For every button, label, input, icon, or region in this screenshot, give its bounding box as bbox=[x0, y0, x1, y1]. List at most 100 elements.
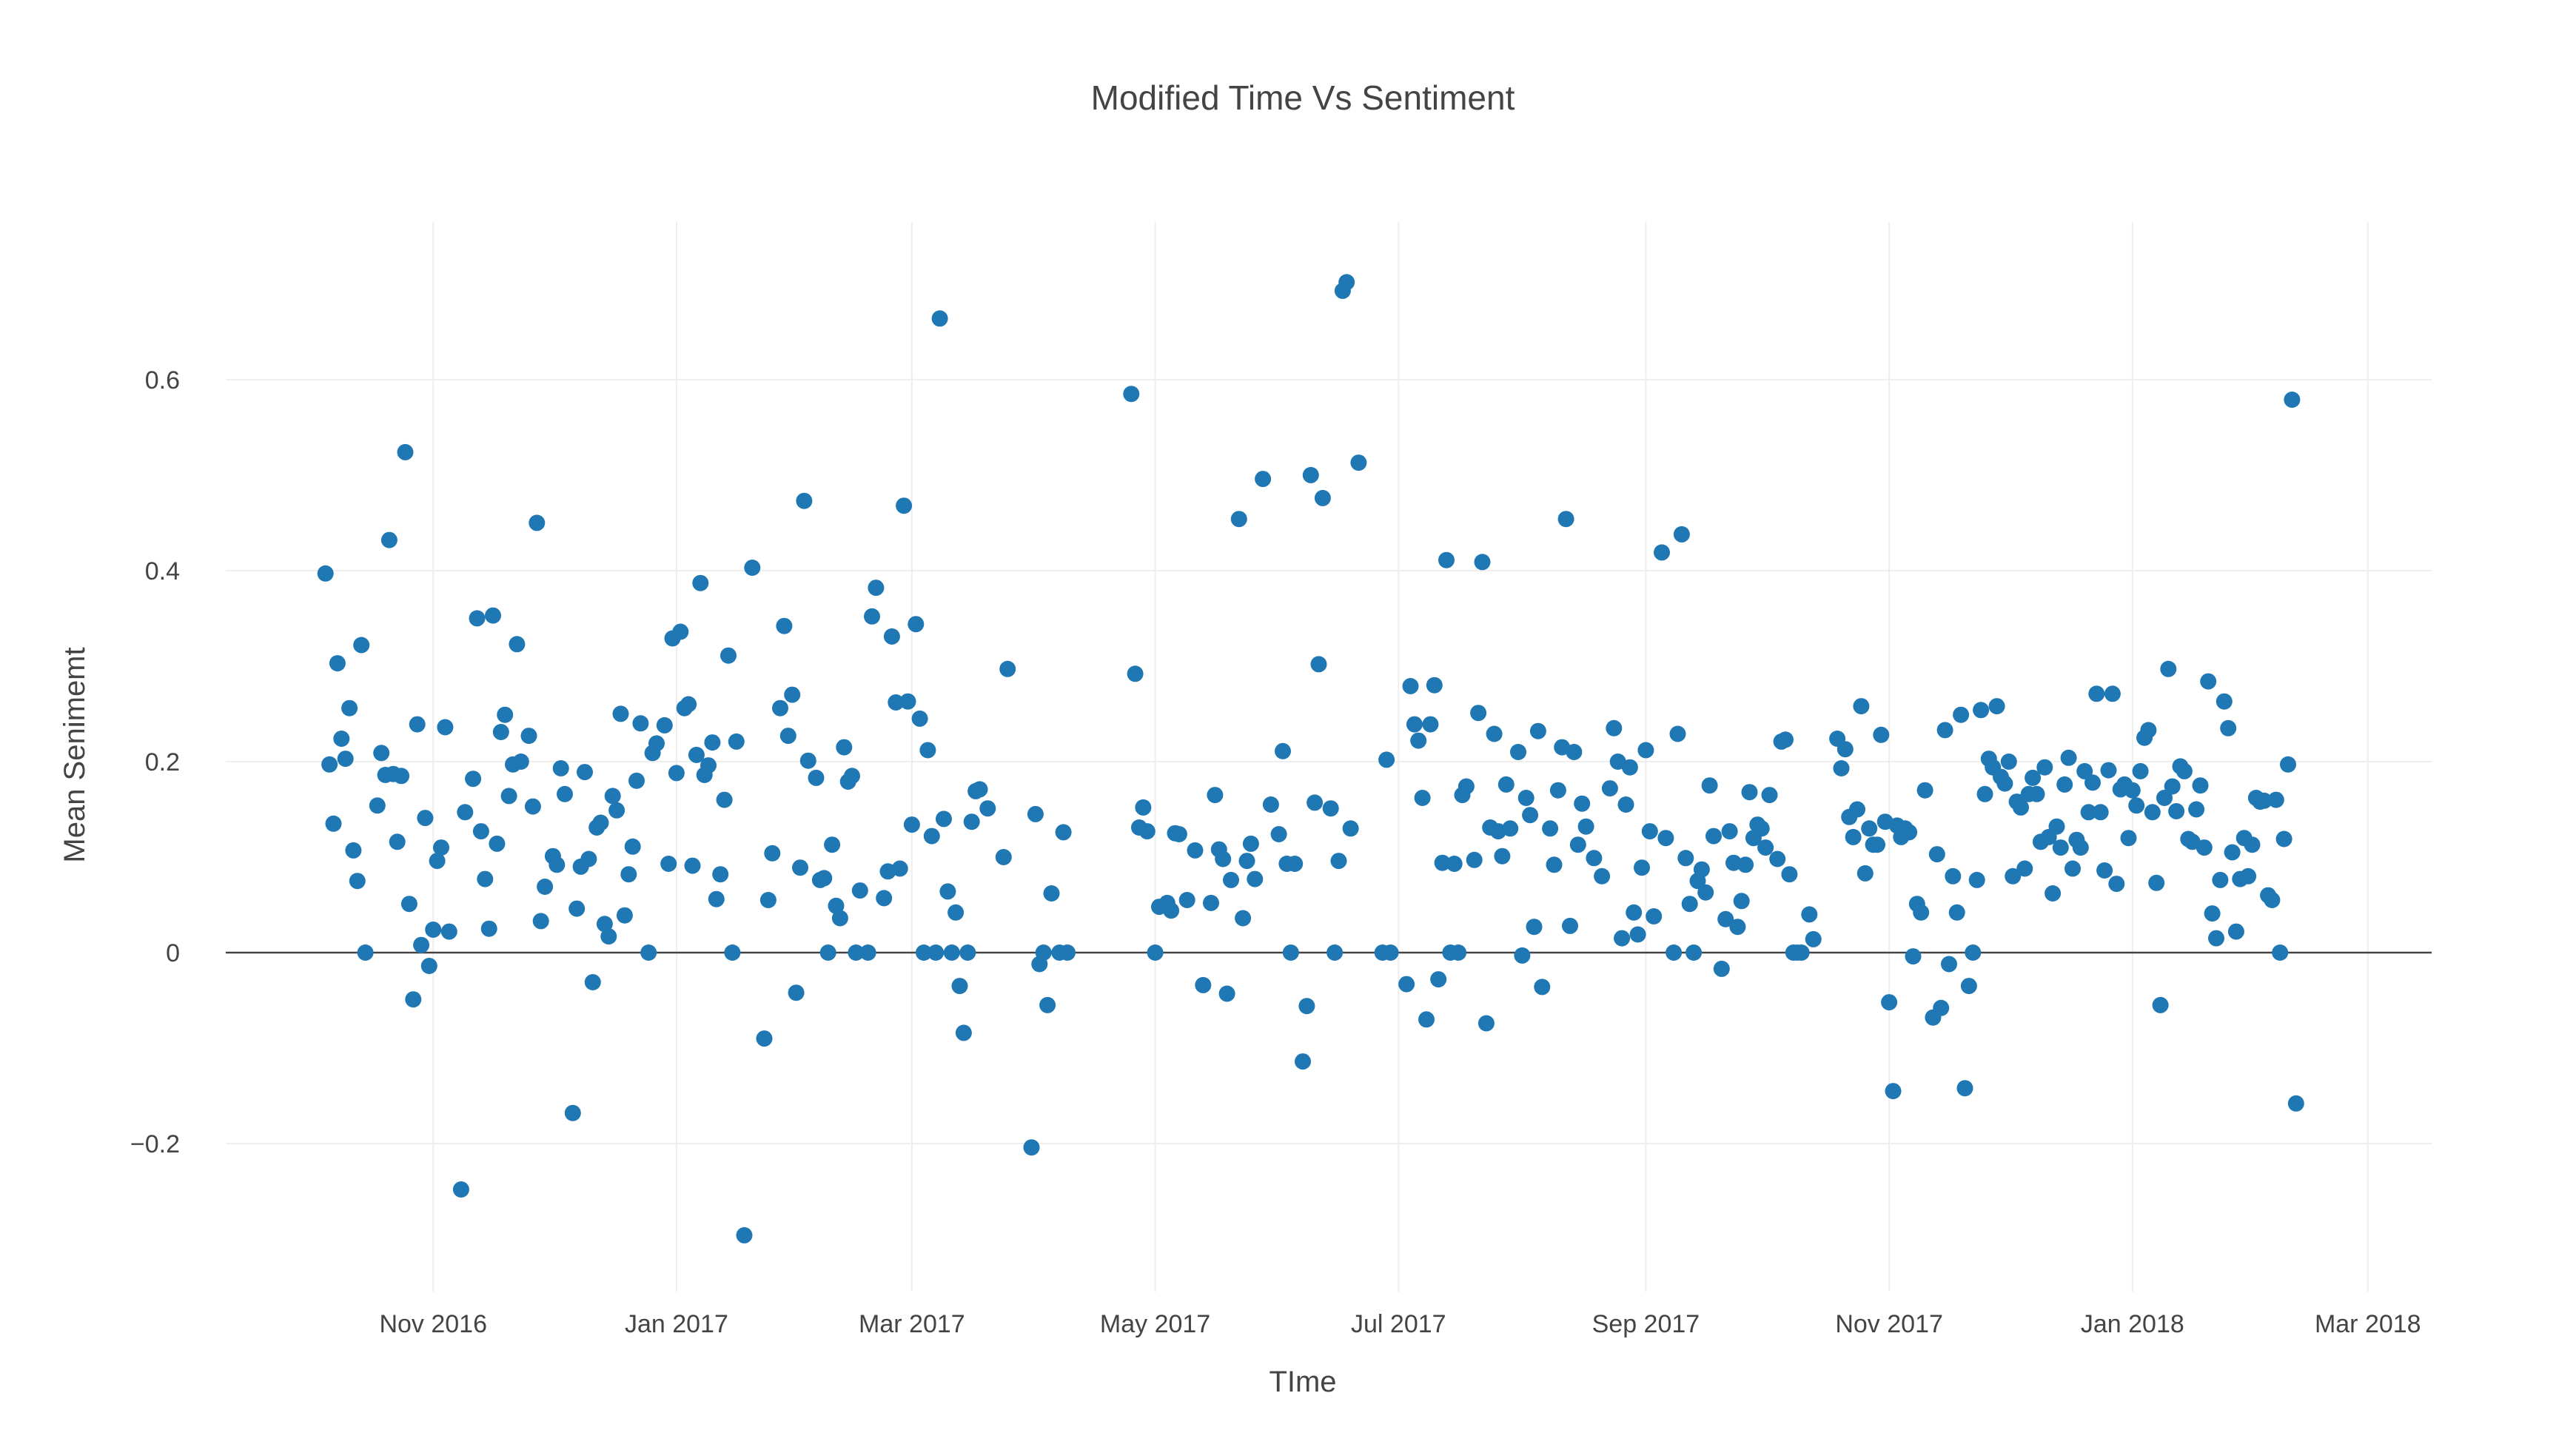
data-point bbox=[939, 883, 956, 900]
data-point bbox=[1721, 823, 1738, 840]
data-point bbox=[2104, 685, 2121, 702]
data-point bbox=[720, 647, 737, 664]
data-point bbox=[433, 839, 449, 856]
data-point bbox=[549, 856, 566, 873]
data-point bbox=[844, 768, 860, 785]
data-point bbox=[373, 745, 390, 762]
data-point bbox=[1881, 994, 1898, 1011]
data-point bbox=[1418, 1011, 1435, 1028]
data-point bbox=[656, 716, 673, 734]
data-point bbox=[971, 781, 988, 798]
data-point bbox=[492, 724, 509, 740]
data-point bbox=[704, 734, 721, 751]
data-point bbox=[1382, 944, 1399, 961]
data-point bbox=[1215, 850, 1232, 867]
data-point bbox=[2140, 722, 2157, 739]
data-point bbox=[457, 804, 474, 821]
data-point bbox=[509, 636, 526, 653]
data-point bbox=[2280, 756, 2296, 773]
data-point bbox=[1941, 956, 1957, 973]
data-point bbox=[1378, 751, 1395, 768]
data-point bbox=[2176, 762, 2193, 779]
data-point bbox=[425, 922, 442, 938]
data-point bbox=[836, 739, 853, 756]
data-point bbox=[2096, 862, 2113, 879]
data-point bbox=[1996, 775, 2013, 792]
data-point bbox=[792, 859, 808, 876]
data-point bbox=[1705, 828, 1722, 845]
data-point bbox=[1350, 454, 1367, 471]
data-point bbox=[640, 944, 657, 961]
data-point bbox=[2244, 836, 2261, 853]
data-point bbox=[1594, 867, 1611, 885]
data-point bbox=[772, 699, 788, 716]
data-points bbox=[317, 274, 2304, 1243]
data-point bbox=[2287, 1095, 2304, 1112]
data-point bbox=[831, 910, 848, 927]
y-tick-label: 0.6 bbox=[145, 366, 180, 395]
data-point bbox=[1913, 904, 1930, 921]
data-point bbox=[1039, 996, 1056, 1013]
data-point bbox=[2080, 804, 2097, 821]
data-point bbox=[1135, 799, 1152, 816]
data-point bbox=[2212, 871, 2229, 888]
data-point bbox=[1777, 731, 1794, 748]
data-point bbox=[1542, 820, 1559, 837]
data-point bbox=[1945, 867, 1962, 885]
data-point bbox=[2000, 753, 2017, 770]
data-point bbox=[1741, 784, 1758, 801]
data-point bbox=[784, 686, 801, 703]
data-point bbox=[1398, 976, 1415, 993]
data-point bbox=[1223, 871, 1239, 888]
data-point bbox=[1434, 854, 1451, 871]
tick-labels: Nov 2016 Jan 2017 Mar 2017 May 2017 Jul 2017… bbox=[130, 366, 2421, 1338]
data-point bbox=[2016, 860, 2033, 877]
data-point bbox=[592, 814, 609, 831]
data-point bbox=[680, 696, 697, 713]
data-point bbox=[612, 705, 629, 722]
data-point bbox=[2275, 830, 2292, 847]
data-point bbox=[1338, 274, 1355, 291]
data-point bbox=[341, 699, 358, 716]
data-point bbox=[480, 920, 497, 937]
data-point bbox=[1849, 801, 1865, 818]
data-point bbox=[405, 991, 422, 1008]
data-point bbox=[2168, 803, 2185, 819]
data-point bbox=[736, 1226, 753, 1243]
data-point bbox=[2036, 759, 2053, 776]
data-point bbox=[1255, 471, 1272, 488]
data-point bbox=[2272, 944, 2289, 961]
y-tick-label: −0.2 bbox=[130, 1130, 180, 1158]
data-point bbox=[700, 757, 717, 774]
data-point bbox=[2045, 885, 2062, 902]
data-point bbox=[2005, 867, 2022, 885]
data-point bbox=[1534, 979, 1551, 996]
data-point bbox=[452, 1181, 469, 1198]
data-point bbox=[851, 882, 868, 899]
data-point bbox=[1055, 824, 1072, 841]
data-point bbox=[2084, 774, 2101, 791]
data-point bbox=[628, 772, 645, 789]
data-point bbox=[936, 810, 952, 828]
data-point bbox=[660, 856, 677, 872]
data-point bbox=[420, 958, 437, 974]
data-point bbox=[413, 936, 430, 953]
data-point bbox=[1522, 807, 1539, 824]
data-point bbox=[1621, 759, 1638, 776]
data-point bbox=[1517, 790, 1534, 806]
data-point bbox=[2224, 844, 2241, 861]
data-point bbox=[648, 735, 665, 752]
data-point bbox=[1569, 836, 1586, 853]
data-point bbox=[2128, 797, 2145, 814]
data-point bbox=[400, 896, 417, 913]
data-point bbox=[1936, 722, 1953, 739]
y-axis-label: Mean Senimemt bbox=[58, 647, 91, 862]
data-point bbox=[2227, 923, 2244, 940]
data-point bbox=[1928, 846, 1945, 863]
data-point bbox=[999, 660, 1016, 677]
data-point bbox=[1697, 884, 1714, 901]
data-point bbox=[2192, 777, 2209, 794]
data-point bbox=[1793, 944, 1810, 961]
